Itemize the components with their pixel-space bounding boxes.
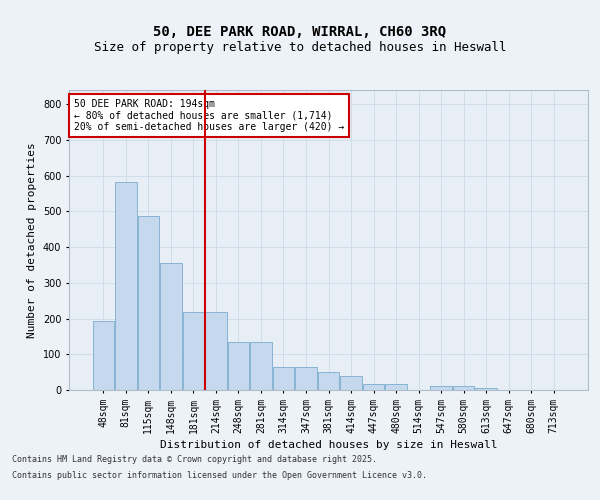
Text: 50 DEE PARK ROAD: 194sqm
← 80% of detached houses are smaller (1,714)
20% of sem: 50 DEE PARK ROAD: 194sqm ← 80% of detach… bbox=[74, 99, 344, 132]
Bar bbox=[182, 312, 204, 390]
Text: Size of property relative to detached houses in Heswall: Size of property relative to detached ho… bbox=[94, 41, 506, 54]
X-axis label: Distribution of detached houses by size in Heswall: Distribution of detached houses by size … bbox=[160, 440, 497, 450]
Bar bbox=[340, 376, 362, 390]
Bar bbox=[92, 321, 114, 390]
Bar bbox=[385, 384, 407, 390]
Text: 50, DEE PARK ROAD, WIRRAL, CH60 3RQ: 50, DEE PARK ROAD, WIRRAL, CH60 3RQ bbox=[154, 26, 446, 40]
Bar bbox=[453, 386, 475, 390]
Bar bbox=[475, 388, 497, 390]
Text: Contains HM Land Registry data © Crown copyright and database right 2025.: Contains HM Land Registry data © Crown c… bbox=[12, 456, 377, 464]
Bar bbox=[363, 384, 384, 390]
Bar bbox=[115, 182, 137, 390]
Bar bbox=[250, 342, 272, 390]
Bar bbox=[160, 262, 182, 390]
Bar bbox=[137, 216, 159, 390]
Bar bbox=[205, 312, 227, 390]
Y-axis label: Number of detached properties: Number of detached properties bbox=[28, 142, 37, 338]
Bar bbox=[430, 386, 452, 390]
Bar bbox=[273, 367, 294, 390]
Bar bbox=[295, 367, 317, 390]
Bar bbox=[318, 372, 339, 390]
Bar bbox=[228, 342, 249, 390]
Text: Contains public sector information licensed under the Open Government Licence v3: Contains public sector information licen… bbox=[12, 470, 427, 480]
